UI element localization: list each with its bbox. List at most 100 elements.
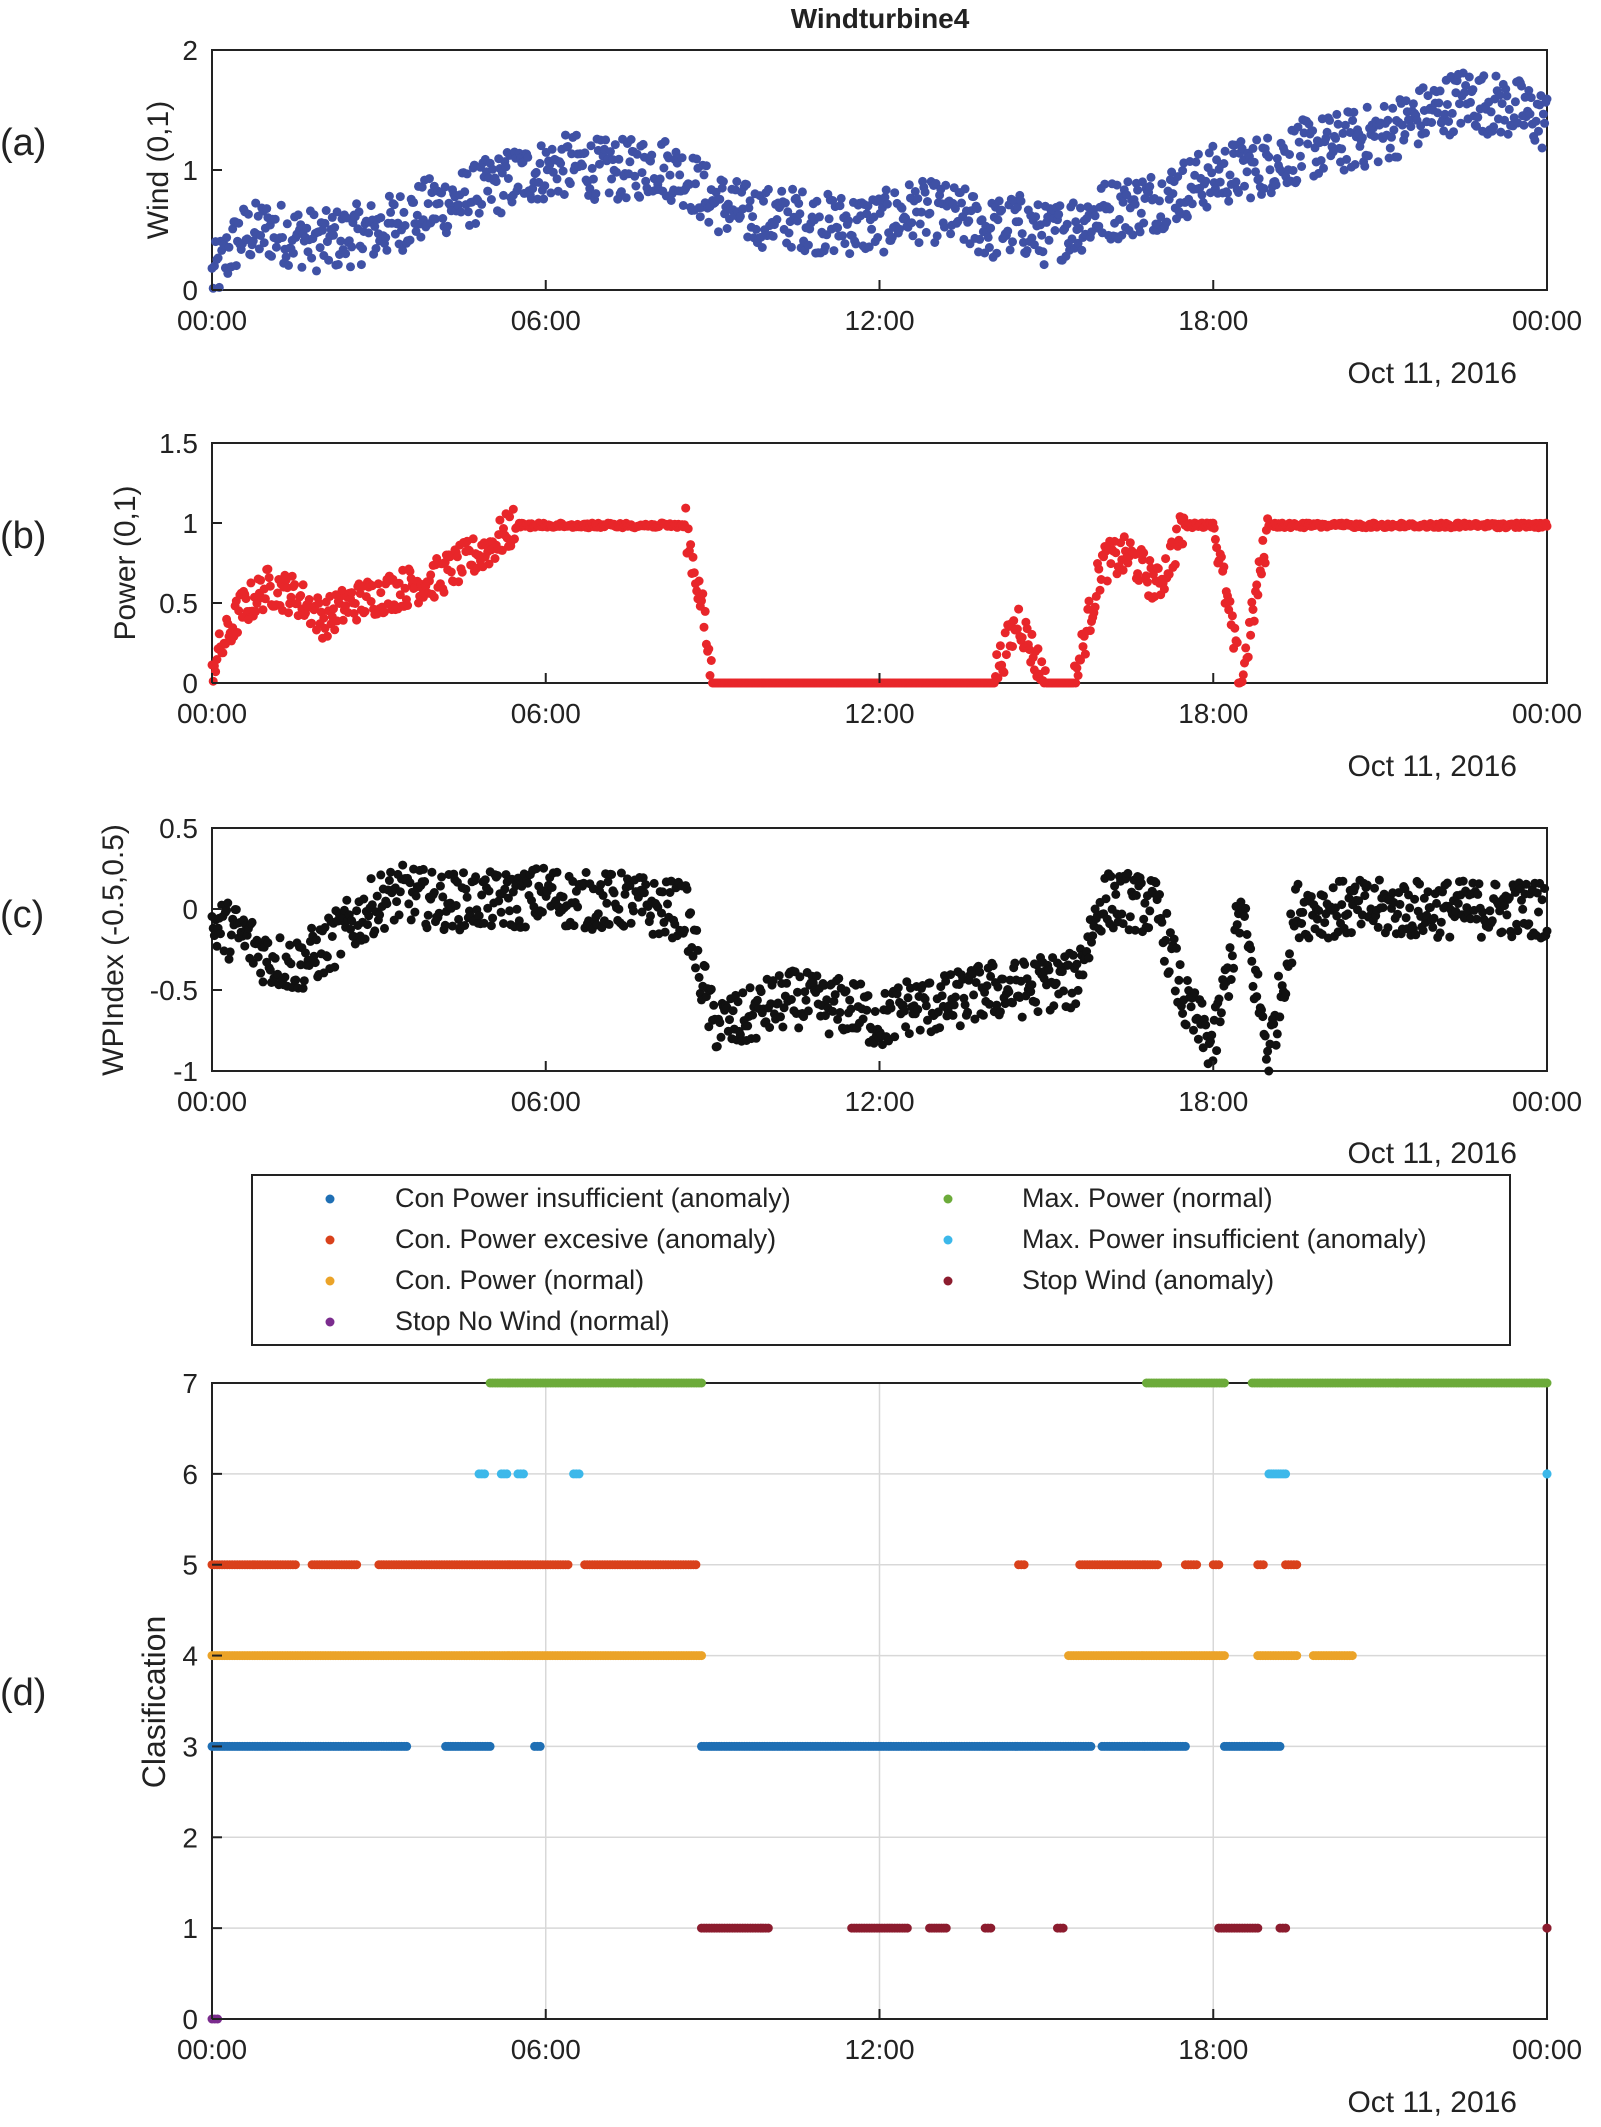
data-point <box>1343 909 1353 919</box>
data-point <box>1242 930 1252 939</box>
x-tick-label: 00:00 <box>1512 698 1582 729</box>
data-point <box>1110 881 1120 891</box>
data-point <box>824 214 834 224</box>
data-point <box>341 601 351 611</box>
data-point <box>970 1014 980 1024</box>
data-point <box>1162 908 1172 918</box>
data-point <box>788 184 798 194</box>
data-point <box>535 158 545 168</box>
data-point <box>1338 876 1348 886</box>
y-tick-label: 0 <box>182 275 198 306</box>
data-point <box>373 579 383 589</box>
data-point <box>448 921 457 931</box>
data-point <box>234 606 244 616</box>
data-point <box>742 180 751 189</box>
data-point <box>483 186 493 196</box>
data-point <box>332 207 342 217</box>
data-point <box>1111 889 1121 899</box>
x-tick-label: 06:00 <box>511 1086 581 1117</box>
data-point <box>925 208 935 218</box>
data-point <box>890 188 900 198</box>
data-point <box>1374 875 1384 885</box>
data-point <box>1472 121 1481 131</box>
data-point <box>1145 556 1155 565</box>
data-point <box>341 249 351 259</box>
data-point <box>1248 981 1258 991</box>
class-point <box>502 1469 512 1479</box>
data-point <box>1500 115 1509 125</box>
data-point <box>503 174 513 183</box>
data-point <box>1497 927 1507 937</box>
data-point <box>838 231 847 241</box>
data-point <box>347 916 357 926</box>
data-point <box>276 200 286 210</box>
data-point <box>395 192 405 202</box>
data-point <box>1257 1005 1266 1015</box>
data-point <box>404 899 414 909</box>
data-point <box>376 870 386 880</box>
data-point <box>1114 214 1124 224</box>
data-point <box>366 597 376 606</box>
data-point <box>748 1010 758 1020</box>
data-point <box>389 200 399 210</box>
data-point <box>641 176 651 186</box>
data-point <box>1078 970 1088 980</box>
data-point <box>610 140 620 150</box>
data-point <box>301 948 310 958</box>
data-point <box>346 262 355 272</box>
data-point <box>338 615 348 625</box>
data-point <box>899 1006 909 1016</box>
data-point <box>704 217 714 227</box>
data-point <box>699 622 709 632</box>
data-point <box>1146 172 1156 182</box>
data-point <box>1240 181 1249 191</box>
data-point <box>1090 602 1100 612</box>
data-point <box>536 141 546 151</box>
data-point <box>748 212 758 222</box>
data-point <box>496 208 506 218</box>
data-point <box>649 878 659 888</box>
power-points <box>207 503 1552 688</box>
data-point <box>870 1007 880 1016</box>
data-point <box>1139 218 1149 228</box>
data-point <box>1410 894 1420 904</box>
data-point <box>429 888 439 897</box>
data-point <box>593 909 603 919</box>
data-point <box>1265 165 1275 175</box>
data-point <box>1261 1054 1271 1064</box>
data-point <box>358 244 368 254</box>
data-point <box>1076 655 1085 665</box>
data-point <box>882 199 892 209</box>
data-point <box>312 266 321 276</box>
data-point <box>1227 951 1237 961</box>
data-point <box>920 187 930 197</box>
data-point <box>1526 93 1536 103</box>
data-point <box>780 198 790 208</box>
data-point <box>757 243 767 252</box>
data-point <box>1340 120 1350 130</box>
class-point <box>1542 1923 1552 1933</box>
legend-label: Con Power insufficient (anomaly) <box>395 1183 791 1213</box>
data-point <box>336 949 346 959</box>
data-point <box>845 249 855 259</box>
data-point <box>716 1032 726 1042</box>
data-point <box>1039 260 1049 270</box>
data-point <box>260 594 270 604</box>
data-point <box>903 993 913 1003</box>
data-point <box>329 230 338 240</box>
data-point <box>256 231 266 240</box>
data-point <box>1445 932 1455 942</box>
data-point <box>263 564 273 574</box>
data-point <box>637 907 647 917</box>
data-point <box>782 978 792 988</box>
data-point <box>820 242 830 252</box>
data-point <box>666 196 676 205</box>
data-point <box>558 892 568 902</box>
data-point <box>675 170 685 180</box>
data-point <box>614 904 624 914</box>
data-point <box>1438 887 1447 897</box>
data-point <box>233 628 242 637</box>
data-point <box>635 192 645 202</box>
data-point <box>400 583 410 593</box>
data-point <box>315 243 325 253</box>
